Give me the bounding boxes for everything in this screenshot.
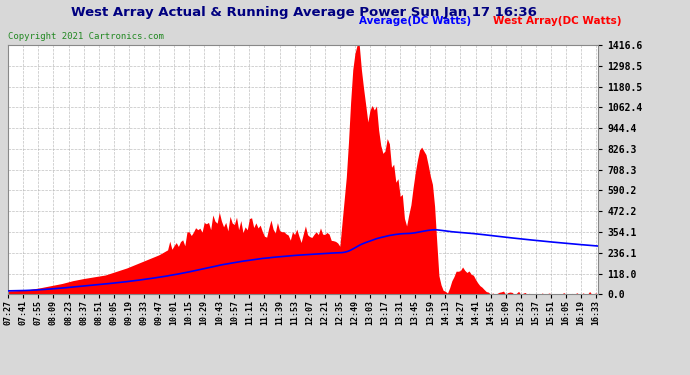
Text: West Array Actual & Running Average Power Sun Jan 17 16:36: West Array Actual & Running Average Powe… xyxy=(70,6,537,19)
Text: West Array(DC Watts): West Array(DC Watts) xyxy=(493,16,622,26)
Text: Average(DC Watts): Average(DC Watts) xyxy=(359,16,471,26)
Text: Copyright 2021 Cartronics.com: Copyright 2021 Cartronics.com xyxy=(8,32,164,41)
